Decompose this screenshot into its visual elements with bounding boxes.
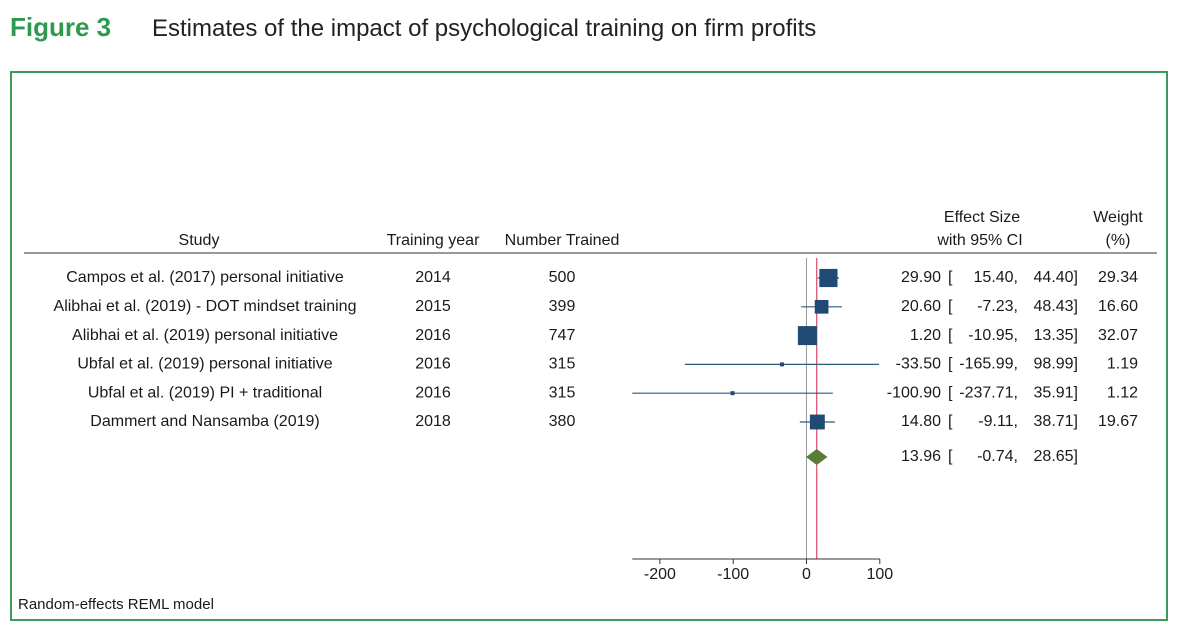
x-tick-label: -100 xyxy=(717,566,749,583)
ci-bracket-open: [ xyxy=(948,413,953,430)
effect-size: -33.50 xyxy=(896,356,941,373)
training-year: 2016 xyxy=(415,384,451,401)
number-trained: 399 xyxy=(549,298,576,315)
chart-frame xyxy=(10,71,1168,621)
plot-area xyxy=(632,258,880,559)
ci-lower: 15.40, xyxy=(974,269,1018,286)
study-rows: Campos et al. (2017) personal initiative… xyxy=(54,269,1139,465)
ci-upper: 44.40] xyxy=(1034,269,1078,286)
effect-marker xyxy=(730,391,735,396)
ci-bracket-open: [ xyxy=(948,269,953,286)
effect-size: -100.90 xyxy=(887,384,941,401)
effect-marker xyxy=(779,362,784,367)
effect-size: 1.20 xyxy=(910,327,941,344)
x-tick-label: 0 xyxy=(802,566,811,583)
overall-effect-size: 13.96 xyxy=(901,448,941,465)
ci-bracket-open: [ xyxy=(948,384,953,401)
header-effect-line2: with 95% CI xyxy=(936,232,1022,249)
effect-size: 29.90 xyxy=(901,269,941,286)
training-year: 2016 xyxy=(415,327,451,344)
number-trained: 380 xyxy=(549,413,576,430)
ci-lower: -10.95, xyxy=(968,327,1018,344)
figure-title: Estimates of the impact of psychological… xyxy=(152,15,817,42)
effect-size: 14.80 xyxy=(901,413,941,430)
header-effect-line1: Effect Size xyxy=(944,209,1020,226)
overall-ci-upper: 28.65] xyxy=(1034,448,1078,465)
number-trained: 315 xyxy=(549,356,576,373)
model-note: Random-effects REML model xyxy=(18,596,214,613)
effect-marker xyxy=(809,414,825,430)
figure-label: Figure 3 xyxy=(10,12,112,42)
training-year: 2014 xyxy=(415,269,451,286)
overall-ci-bracket-open: [ xyxy=(948,448,953,465)
study-name: Ubfal et al. (2019) personal initiative xyxy=(77,356,332,373)
header-weight-line1: Weight xyxy=(1093,209,1143,226)
effect-marker xyxy=(819,268,838,288)
x-tick-label: -200 xyxy=(644,566,676,583)
study-name: Alibhai et al. (2019) - DOT mindset trai… xyxy=(54,298,357,315)
ci-lower: -165.99, xyxy=(959,356,1018,373)
number-trained: 500 xyxy=(549,269,576,286)
overall-diamond xyxy=(805,449,828,465)
effect-marker xyxy=(814,299,829,314)
weight-value: 1.12 xyxy=(1107,384,1138,401)
overall-ci-lower: -0.74, xyxy=(977,448,1018,465)
study-name: Dammert and Nansamba (2019) xyxy=(90,413,319,430)
ci-upper: 35.91] xyxy=(1034,384,1078,401)
header-trained: Number Trained xyxy=(505,232,620,249)
header-weight-line2: (%) xyxy=(1106,232,1131,249)
weight-value: 19.67 xyxy=(1098,413,1138,430)
ci-upper: 13.35] xyxy=(1034,327,1078,344)
ci-lower: -9.11, xyxy=(978,413,1018,430)
study-name: Campos et al. (2017) personal initiative xyxy=(66,269,344,286)
training-year: 2016 xyxy=(415,356,451,373)
ci-upper: 98.99] xyxy=(1034,356,1078,373)
x-tick-label: 100 xyxy=(866,566,893,583)
number-trained: 315 xyxy=(549,384,576,401)
number-trained: 747 xyxy=(549,327,576,344)
weight-value: 16.60 xyxy=(1098,298,1138,315)
weight-value: 29.34 xyxy=(1098,269,1138,286)
ci-bracket-open: [ xyxy=(948,298,953,315)
study-name: Ubfal et al. (2019) PI + traditional xyxy=(88,384,322,401)
ci-upper: 38.71] xyxy=(1034,413,1078,430)
ci-lower: -237.71, xyxy=(959,384,1018,401)
study-name: Alibhai et al. (2019) personal initiativ… xyxy=(72,327,338,344)
weight-value: 1.19 xyxy=(1107,356,1138,373)
x-axis: -200 -100 0 100 xyxy=(632,558,893,583)
header-year: Training year xyxy=(387,232,480,249)
ci-bracket-open: [ xyxy=(948,356,953,373)
effect-marker xyxy=(797,326,817,346)
ci-bracket-open: [ xyxy=(948,327,953,344)
header-study: Study xyxy=(179,232,220,249)
ci-upper: 48.43] xyxy=(1034,298,1078,315)
weight-value: 32.07 xyxy=(1098,327,1138,344)
training-year: 2018 xyxy=(415,413,451,430)
ci-lower: -7.23, xyxy=(977,298,1018,315)
training-year: 2015 xyxy=(415,298,451,315)
table-headers: Study Training year Number Trained Effec… xyxy=(179,209,1144,249)
effect-size: 20.60 xyxy=(901,298,941,315)
